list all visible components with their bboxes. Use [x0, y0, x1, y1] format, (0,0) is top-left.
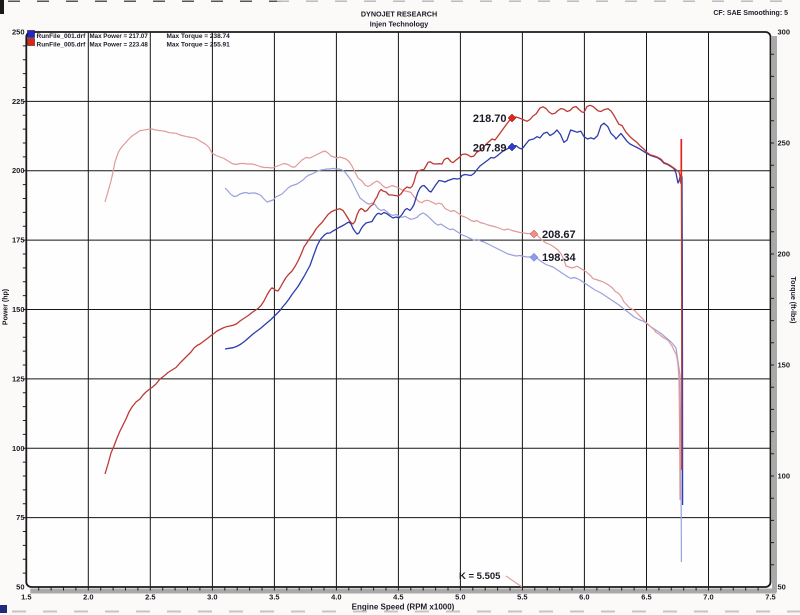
svg-text:100: 100 — [778, 472, 791, 481]
svg-text:RunFile_005.drf: RunFile_005.drf — [37, 41, 87, 48]
svg-text:2.0: 2.0 — [83, 593, 93, 602]
svg-text:200: 200 — [778, 250, 791, 259]
svg-text:50: 50 — [16, 583, 24, 592]
svg-text:225: 225 — [12, 97, 25, 106]
svg-text:CF: SAE Smoothing: 5: CF: SAE Smoothing: 5 — [713, 10, 788, 17]
svg-text:6.0: 6.0 — [579, 593, 589, 602]
svg-text:75: 75 — [16, 513, 24, 522]
svg-text:198.34: 198.34 — [542, 252, 577, 264]
svg-text:175: 175 — [12, 236, 25, 245]
svg-text:50: 50 — [778, 583, 786, 592]
svg-text:Injen Technology: Injen Technology — [370, 20, 429, 29]
svg-text:Max Power = 217.07: Max Power = 217.07 — [90, 33, 149, 40]
svg-text:Torque (ft-lbs): Torque (ft-lbs) — [789, 277, 796, 324]
svg-text:207.89: 207.89 — [473, 143, 507, 155]
svg-text:250: 250 — [12, 28, 25, 37]
svg-text:125: 125 — [12, 374, 25, 383]
svg-text:150: 150 — [12, 305, 25, 314]
svg-text:100: 100 — [12, 444, 25, 453]
svg-text:4.0: 4.0 — [331, 593, 341, 602]
svg-text:7.5: 7.5 — [765, 593, 775, 602]
svg-text:3.5: 3.5 — [269, 593, 279, 602]
svg-text:6.5: 6.5 — [641, 593, 651, 602]
svg-text:5.5: 5.5 — [517, 593, 527, 602]
svg-text:300: 300 — [778, 28, 791, 37]
svg-text:200: 200 — [12, 166, 25, 175]
svg-text:Engine Speed (RPM x1000): Engine Speed (RPM x1000) — [352, 603, 455, 612]
svg-text:208.67: 208.67 — [542, 229, 576, 241]
svg-text:3.0: 3.0 — [207, 593, 217, 602]
svg-text:K = 5.505: K = 5.505 — [459, 571, 501, 582]
svg-text:1.5: 1.5 — [21, 593, 31, 602]
svg-text:7.0: 7.0 — [703, 593, 713, 602]
svg-text:Power (hp): Power (hp) — [3, 289, 10, 325]
svg-text:Max Torque = 238.74: Max Torque = 238.74 — [167, 33, 231, 40]
svg-text:5.0: 5.0 — [455, 593, 465, 602]
svg-text:250: 250 — [778, 139, 791, 148]
svg-text:150: 150 — [778, 361, 791, 370]
svg-text:DYNOJET RESEARCH: DYNOJET RESEARCH — [361, 10, 437, 19]
svg-text:4.5: 4.5 — [393, 593, 403, 602]
svg-text:Max Power = 223.48: Max Power = 223.48 — [90, 41, 149, 48]
svg-text:2.5: 2.5 — [145, 593, 155, 602]
svg-text:Max Torque = 255.91: Max Torque = 255.91 — [167, 41, 231, 48]
svg-text:218.70: 218.70 — [473, 113, 507, 125]
svg-text:RunFile_001.drf: RunFile_001.drf — [37, 33, 87, 40]
